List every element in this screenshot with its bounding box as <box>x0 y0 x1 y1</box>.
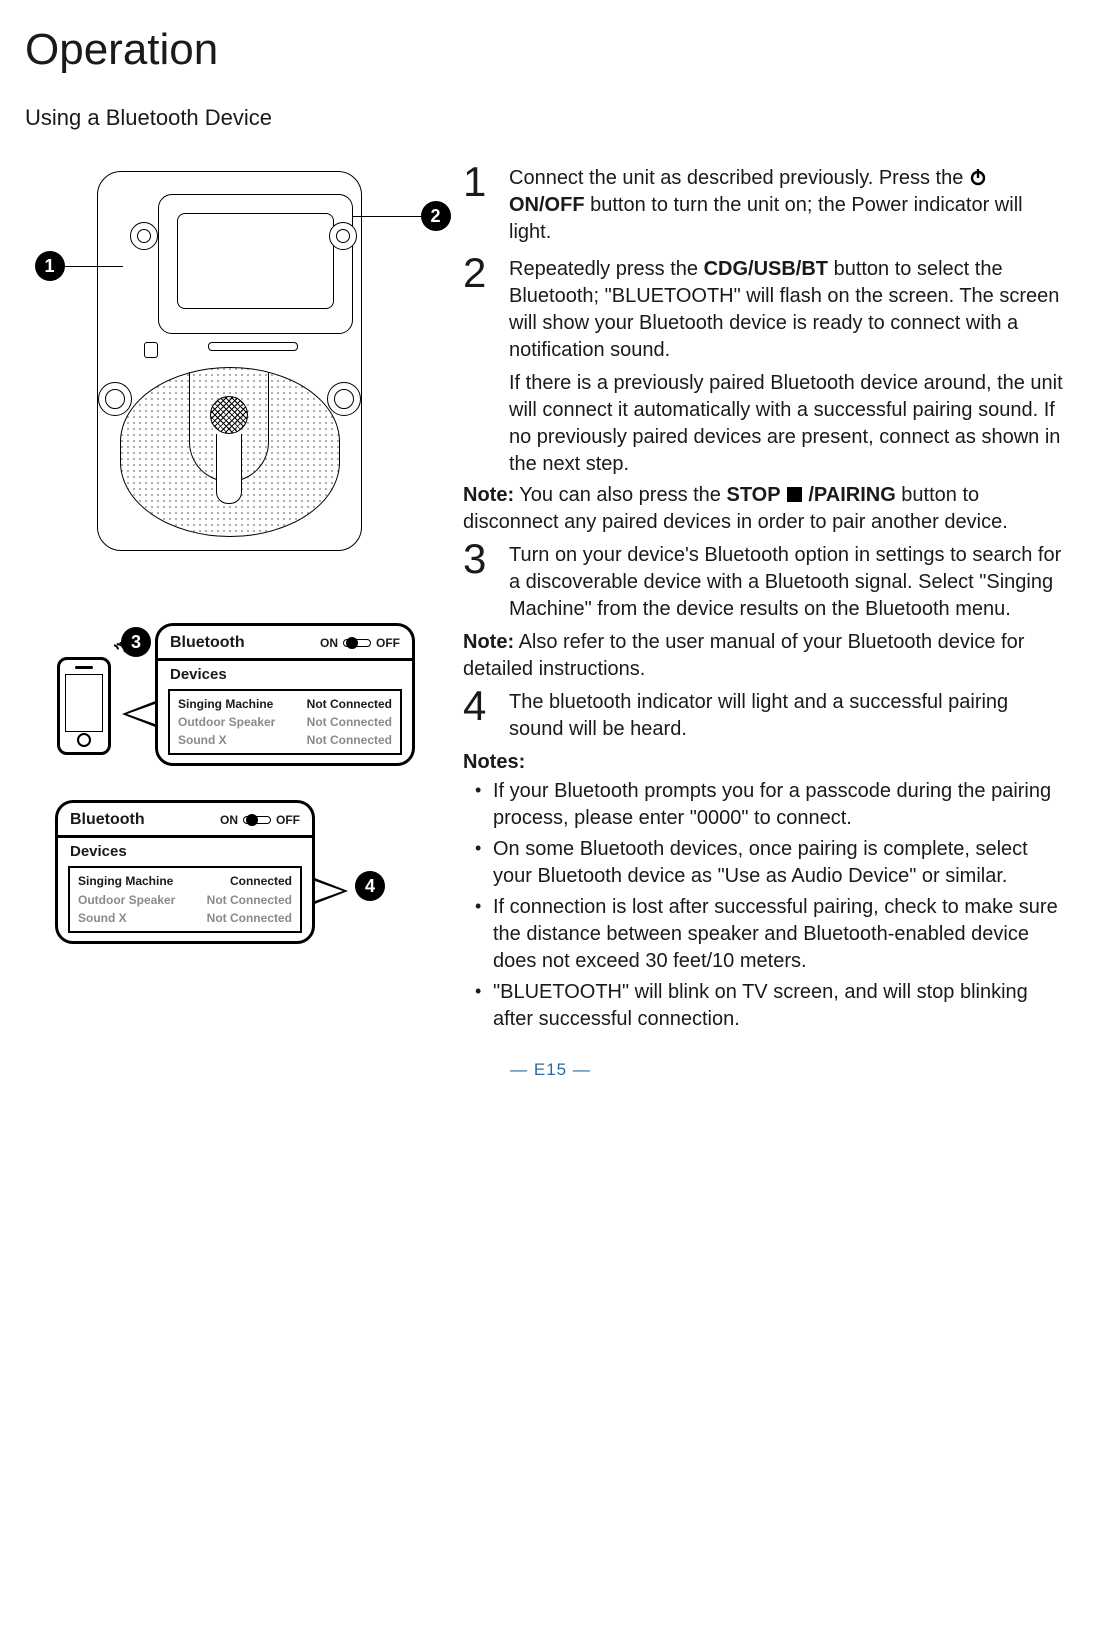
step-text: Connect the unit as described previously… <box>509 167 969 189</box>
bluetooth-popup-not-connected: Bluetooth ON OFF Devices Singing Machine… <box>155 623 415 766</box>
bt-device-row: Sound XNot Connected <box>178 731 392 749</box>
bluetooth-popups: Bluetooth ON OFF Devices Singing Machine… <box>25 623 435 944</box>
notes-item: On some Bluetooth devices, once pairing … <box>475 836 1066 890</box>
notes-item: "BLUETOOTH" will blink on TV screen, and… <box>475 979 1066 1033</box>
button-label: /PAIRING <box>803 484 896 506</box>
step-text: Turn on your device's Bluetooth option i… <box>509 542 1066 623</box>
step-text: The bluetooth indicator will light and a… <box>509 689 1066 743</box>
device-illustration: 1 2 <box>73 161 388 561</box>
callout-2: 2 <box>421 201 451 231</box>
bt-device-row: Singing MachineNot Connected <box>178 695 392 713</box>
notes-item: If connection is lost after successful p… <box>475 894 1066 975</box>
step-number: 3 <box>463 538 499 625</box>
phone-icon <box>57 657 111 755</box>
button-label: ON/OFF <box>509 194 585 216</box>
bt-device-row: Sound XNot Connected <box>78 909 292 927</box>
page-subtitle: Using a Bluetooth Device <box>25 103 1076 133</box>
callout-4: 4 <box>355 871 385 901</box>
stop-icon <box>787 487 802 502</box>
step-4: 4 The bluetooth indicator will light and… <box>463 685 1066 745</box>
bt-title: Bluetooth <box>70 809 145 831</box>
toggle-off-label: OFF <box>276 812 300 828</box>
note-1: Note: You can also press the STOP /PAIRI… <box>463 482 1066 536</box>
button-label: STOP <box>726 484 785 506</box>
step-1: 1 Connect the unit as described previous… <box>463 161 1066 248</box>
toggle-off-label: OFF <box>376 635 400 651</box>
note-label: Note: <box>463 631 514 653</box>
note-2: Note: Also refer to the user manual of y… <box>463 629 1066 683</box>
notes-list: If your Bluetooth prompts you for a pass… <box>463 778 1066 1033</box>
bt-device-row: Singing MachineConnected <box>78 872 292 890</box>
step-text: button to turn the unit on; the Power in… <box>509 194 1023 243</box>
step-number: 2 <box>463 252 499 366</box>
bluetooth-popup-connected: Bluetooth ON OFF Devices Singing Machine… <box>55 800 315 943</box>
toggle-on-label: ON <box>220 812 238 828</box>
callout-1: 1 <box>35 251 65 281</box>
power-icon <box>969 168 987 186</box>
notes-header: Notes: <box>463 751 525 773</box>
page-title: Operation <box>25 20 1076 79</box>
step-number: 1 <box>463 161 499 248</box>
step-number: 4 <box>463 685 499 745</box>
bt-device-row: Outdoor SpeakerNot Connected <box>78 891 292 909</box>
bt-device-row: Outdoor SpeakerNot Connected <box>178 713 392 731</box>
bt-title: Bluetooth <box>170 632 245 654</box>
callout-3: 3 <box>121 627 151 657</box>
bt-devices-label: Devices <box>58 835 312 866</box>
note-label: Note: <box>463 484 514 506</box>
bt-devices-label: Devices <box>158 658 412 689</box>
step-2: 2 Repeatedly press the CDG/USB/BT button… <box>463 252 1066 366</box>
step-2-continued: If there is a previously paired Bluetoot… <box>463 370 1066 478</box>
button-label: CDG/USB/BT <box>704 258 828 280</box>
notes-item: If your Bluetooth prompts you for a pass… <box>475 778 1066 832</box>
step-3: 3 Turn on your device's Bluetooth option… <box>463 538 1066 625</box>
toggle-on-label: ON <box>320 635 338 651</box>
step-text: Repeatedly press the <box>509 258 704 280</box>
page-number: — E15 — <box>25 1059 1076 1082</box>
